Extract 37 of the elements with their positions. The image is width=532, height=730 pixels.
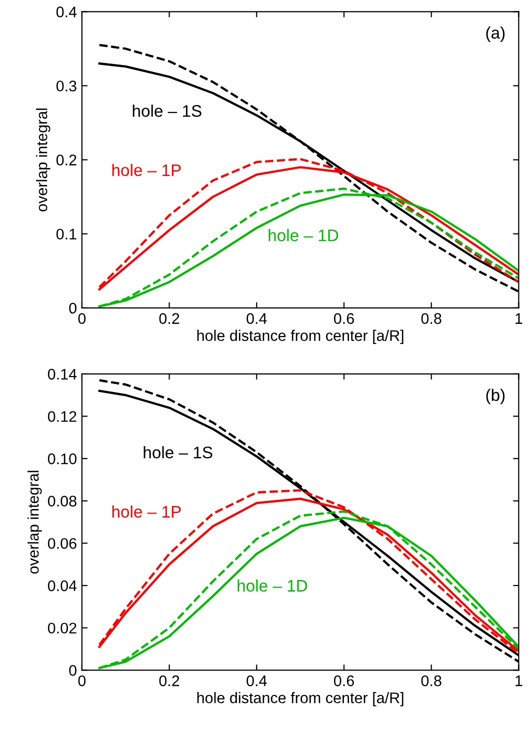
annotation: (b) bbox=[486, 388, 505, 404]
x-axis-title: hole distance from center [a/R] bbox=[197, 692, 404, 706]
text: hole – 1P bbox=[112, 164, 181, 176]
x-tick-label: 0.8 bbox=[421, 675, 442, 686]
annotation: (a) bbox=[486, 26, 505, 42]
x-tick-label: 1 bbox=[516, 313, 522, 324]
y-tick-label: 0.14 bbox=[48, 368, 77, 380]
series-label: hole – 1D bbox=[238, 579, 308, 592]
x-tick-label: 0.6 bbox=[334, 313, 354, 324]
x-tick-label: 1 bbox=[516, 676, 522, 686]
x-tick-label: 0 bbox=[78, 313, 86, 324]
y-tick-label: 0.02 bbox=[48, 622, 76, 634]
x-tick-label: 0.4 bbox=[246, 675, 267, 686]
y-tick-label: 0 bbox=[69, 302, 76, 314]
series-label: hole – 1S bbox=[132, 104, 202, 117]
series-label: hole – 1P bbox=[112, 505, 181, 518]
x-tick-label: 0.6 bbox=[334, 675, 354, 686]
x-axis-title: hole distance from center [a/R] bbox=[197, 330, 404, 344]
x-tick-label: 0.2 bbox=[159, 675, 180, 686]
y-tick-label: 0.10 bbox=[48, 453, 76, 464]
y-axis-title: overlap integral bbox=[36, 108, 50, 212]
y-tick-label: 0 bbox=[69, 665, 76, 676]
x-tick-label: 0.4 bbox=[246, 313, 267, 324]
y-axis-title: overlap integral bbox=[28, 470, 42, 574]
series-label: hole – 1S bbox=[144, 446, 212, 458]
x-tick-label: 0.8 bbox=[421, 313, 442, 324]
series-label: hole – 1D bbox=[268, 229, 338, 242]
y-tick-label: 0.12 bbox=[48, 411, 76, 422]
x-tick-label: 0.2 bbox=[159, 313, 180, 324]
y-tick-label: 0.04 bbox=[48, 580, 77, 592]
y-tick-label: 0.08 bbox=[48, 496, 76, 507]
x-tick-label: 0 bbox=[78, 675, 86, 686]
y-tick-label: 0.4 bbox=[56, 6, 77, 18]
y-tick-label: 0.2 bbox=[56, 154, 76, 166]
y-tick-label: 0.3 bbox=[56, 80, 76, 92]
y-tick-label: 0.1 bbox=[56, 228, 76, 240]
y-tick-label: 0.06 bbox=[48, 538, 76, 549]
